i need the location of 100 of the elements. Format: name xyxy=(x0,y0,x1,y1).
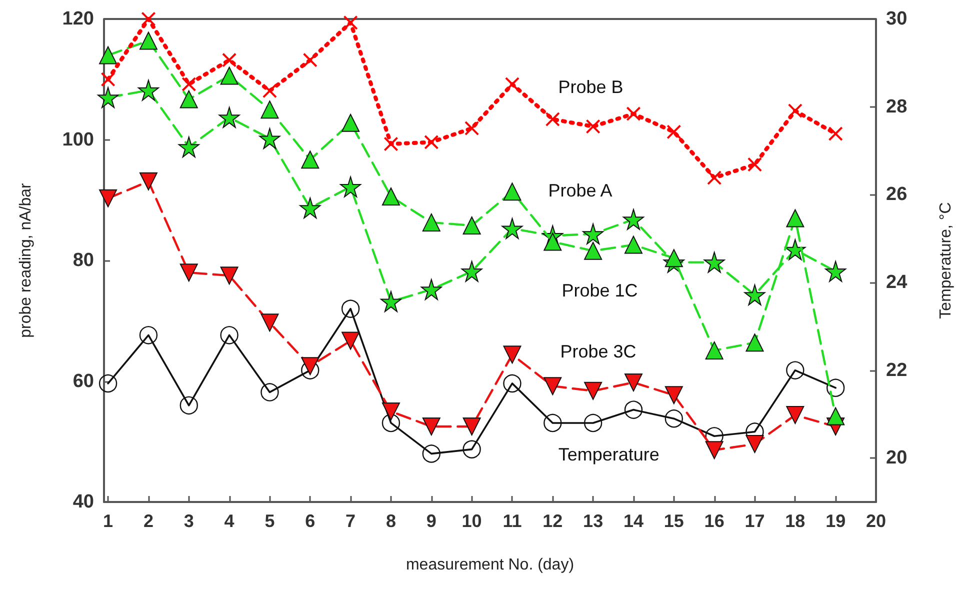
point xyxy=(260,314,279,332)
point xyxy=(99,46,118,64)
x-tick-label: 15 xyxy=(664,511,684,531)
y2-tick-label: 20 xyxy=(886,448,908,469)
point xyxy=(546,112,560,126)
x-tick-label: 5 xyxy=(264,511,275,531)
point xyxy=(825,260,846,282)
point xyxy=(828,126,843,141)
point xyxy=(705,341,724,360)
point xyxy=(260,100,279,119)
series-label: Probe 3C xyxy=(560,342,636,362)
point xyxy=(582,223,604,244)
point xyxy=(259,128,280,150)
point xyxy=(666,124,681,139)
y2-tick-label: 28 xyxy=(886,96,908,118)
point xyxy=(138,80,159,101)
point xyxy=(707,170,722,185)
x-tick-label: 10 xyxy=(462,511,482,531)
point xyxy=(704,252,725,273)
point xyxy=(544,377,562,396)
x-tick-label: 8 xyxy=(386,511,396,531)
point xyxy=(98,374,118,393)
point xyxy=(300,197,321,218)
point xyxy=(382,188,400,206)
point xyxy=(746,435,764,454)
x-tick-label: 17 xyxy=(744,511,765,531)
point xyxy=(826,378,845,397)
series-label: Probe A xyxy=(548,180,612,201)
x-tick-label: 11 xyxy=(502,511,522,531)
point xyxy=(502,218,523,239)
x-tick-label: 19 xyxy=(826,511,846,531)
point xyxy=(139,326,158,344)
y2-tick-label: 30 xyxy=(886,8,908,30)
point xyxy=(422,444,440,463)
point xyxy=(301,150,320,169)
point xyxy=(342,332,360,350)
point xyxy=(786,406,804,424)
point xyxy=(505,77,520,92)
point xyxy=(422,418,440,436)
point xyxy=(744,284,766,306)
x-tick-label: 7 xyxy=(346,511,356,531)
point xyxy=(303,53,318,68)
point xyxy=(382,414,400,432)
y2-axis-title: Temperature, °C xyxy=(938,202,954,319)
point xyxy=(382,402,400,420)
y-tick-label: 40 xyxy=(72,492,94,512)
y-tick-label: 60 xyxy=(72,370,94,392)
x-tick-label: 13 xyxy=(583,511,604,531)
point xyxy=(384,136,398,151)
point xyxy=(624,373,642,392)
point xyxy=(141,12,156,26)
point xyxy=(340,176,362,198)
point xyxy=(420,278,442,300)
y2-tick-label: 26 xyxy=(886,184,908,206)
point xyxy=(341,300,360,318)
point xyxy=(220,326,238,344)
point xyxy=(218,106,240,128)
point xyxy=(826,407,845,426)
x-tick-label: 18 xyxy=(785,511,806,531)
point xyxy=(626,106,640,121)
point xyxy=(462,440,481,458)
point xyxy=(622,208,644,230)
series-label: Probe B xyxy=(558,77,624,98)
point xyxy=(664,249,683,268)
point xyxy=(503,374,522,393)
point xyxy=(101,72,116,86)
point xyxy=(380,291,402,312)
point xyxy=(584,414,602,432)
point xyxy=(462,418,481,436)
y-axis-title: probe reading, nA/bar xyxy=(18,182,34,338)
point xyxy=(503,182,522,201)
point xyxy=(182,77,196,92)
point xyxy=(262,84,277,98)
point xyxy=(180,90,198,108)
series-label: Probe 1C xyxy=(562,280,638,300)
x-tick-label: 6 xyxy=(305,511,316,531)
point xyxy=(301,357,320,376)
point xyxy=(584,382,602,400)
point xyxy=(788,104,802,118)
x-tick-label: 20 xyxy=(866,511,886,531)
series-label: Temperature xyxy=(558,444,660,464)
point xyxy=(544,414,562,432)
point xyxy=(464,121,479,136)
x-axis-title: measurement No. (day) xyxy=(406,556,574,574)
y2-tick-label: 24 xyxy=(886,272,908,293)
point xyxy=(180,396,198,414)
point xyxy=(624,400,643,419)
x-tick-label: 2 xyxy=(143,511,154,531)
point xyxy=(748,158,762,172)
point xyxy=(422,213,440,232)
x-tick-label: 16 xyxy=(704,511,724,531)
point xyxy=(462,216,481,234)
x-tick-label: 12 xyxy=(542,511,563,531)
point xyxy=(586,119,600,134)
point xyxy=(746,334,764,352)
point xyxy=(503,346,522,364)
point xyxy=(139,172,158,190)
point xyxy=(99,189,118,208)
point xyxy=(424,135,438,150)
x-tick-label: 3 xyxy=(184,511,194,531)
